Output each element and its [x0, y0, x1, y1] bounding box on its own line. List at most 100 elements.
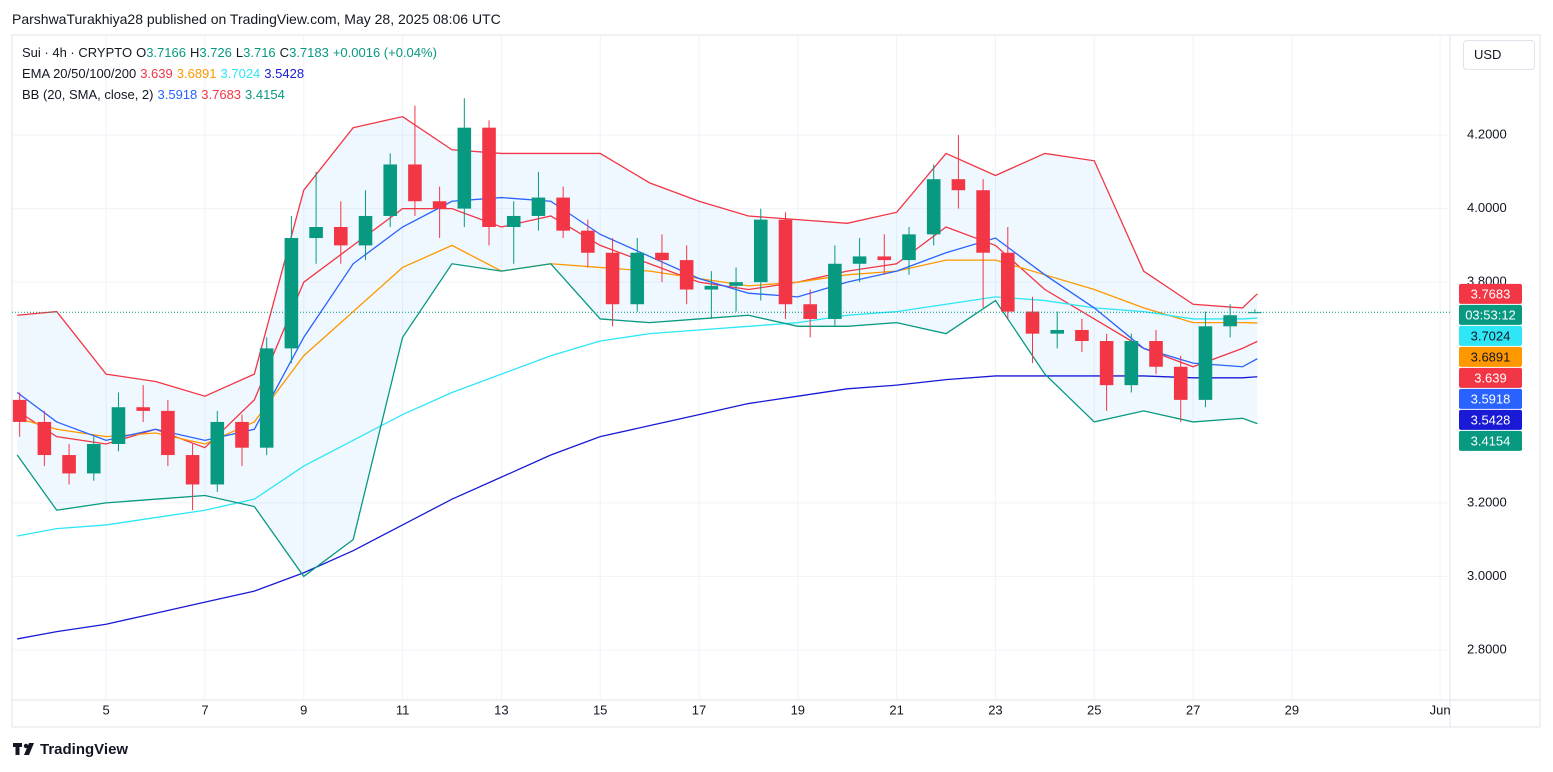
candle-body: [1001, 252, 1015, 312]
price-label-box: [1459, 409, 1522, 430]
indicator-value: 3.7683: [201, 87, 242, 102]
published-note: ParshwaTurakhiya28 published on TradingV…: [12, 11, 501, 27]
x-tick-label: 7: [201, 702, 208, 717]
tv-logo: [13, 743, 34, 755]
price-label-box: [1459, 388, 1522, 409]
indicator-line: [16, 263, 1258, 578]
y-tick-label: 2.8000: [1467, 641, 1507, 656]
candle-body: [235, 421, 249, 448]
candle-body: [1075, 329, 1089, 342]
x-tick-label: 9: [300, 702, 307, 717]
candle-body: [852, 256, 867, 264]
x-tick-label: 11: [396, 702, 410, 717]
candle-body: [161, 410, 175, 456]
candle-body: [482, 127, 496, 227]
ohlc-value: 3.7166: [146, 45, 186, 60]
indicator-line: [17, 296, 1258, 537]
bb-fill: [17, 116, 1258, 577]
price-label: 3.5428: [1471, 412, 1511, 427]
candle-body: [926, 179, 941, 235]
indicator-line: [17, 115, 1258, 397]
candle-body: [531, 197, 546, 216]
candle-body: [778, 219, 793, 305]
x-tick-label: 25: [1087, 702, 1101, 717]
candle-body: [408, 164, 422, 202]
candle-body: [1099, 341, 1114, 386]
y-tick-label: 3.2000: [1467, 494, 1507, 509]
change: +0.0016 (+0.04%): [332, 45, 437, 60]
ohlc-label: L: [235, 45, 244, 60]
indicator-name: BB (20, SMA, close, 2): [22, 87, 154, 102]
indicator-value: 3.6891: [176, 66, 217, 81]
indicator-value: 3.5918: [157, 87, 198, 102]
candle-body: [951, 179, 966, 191]
x-tick-label: 13: [494, 702, 508, 717]
candle-body: [729, 282, 743, 286]
x-tick-label: 19: [791, 702, 805, 717]
candle-body: [284, 238, 299, 349]
candle-body: [556, 197, 570, 231]
candle-body: [62, 455, 76, 474]
candle-body: [581, 230, 595, 253]
y-tick-label: 3.0000: [1467, 568, 1507, 583]
candle-body: [334, 226, 348, 246]
x-tick-label: 23: [988, 702, 1002, 717]
candle-body: [704, 285, 719, 290]
candle-body: [432, 201, 447, 209]
price-label-box: [1459, 283, 1522, 304]
x-tick-label: Jun: [1430, 702, 1451, 717]
ohlc-value: 3.726: [199, 45, 232, 60]
symbol: Sui · 4h · CRYPTO: [22, 45, 133, 60]
candle-body: [1149, 341, 1163, 367]
indicator-value: 3.4154: [245, 87, 285, 102]
candle-body: [1050, 329, 1065, 334]
candle-body: [185, 455, 200, 485]
x-tick-label: 21: [889, 702, 903, 717]
candle-body: [976, 190, 990, 253]
price-label-box: [1459, 430, 1522, 451]
candle-body: [753, 219, 768, 283]
candle-body: [630, 252, 645, 305]
candle-body: [803, 304, 817, 319]
frame: [11, 34, 1541, 728]
indicator-name: EMA 20/50/100/200: [22, 66, 137, 81]
brand: TradingView: [40, 741, 129, 758]
candle-body: [1124, 341, 1139, 386]
price-label: 3.7024: [1471, 328, 1511, 343]
candle-body: [457, 127, 472, 209]
ohlc-label: H: [189, 45, 200, 60]
candle-body: [605, 252, 620, 305]
indicator-value: 3.639: [140, 66, 173, 81]
y-tick-label: 4.2000: [1467, 126, 1507, 141]
candle-body: [12, 399, 27, 422]
candle-body: [1198, 326, 1213, 400]
candle-body: [136, 407, 150, 411]
price-label: 3.4154: [1471, 433, 1511, 448]
candle-body: [1173, 366, 1188, 400]
candle-body: [37, 421, 52, 456]
price-label-box: [1459, 346, 1522, 367]
candle-body: [679, 260, 694, 290]
candle-body: [902, 234, 916, 261]
price-label: 3.5918: [1471, 391, 1511, 406]
price-label-box: [1459, 367, 1522, 388]
x-tick-label: 15: [593, 702, 607, 717]
price-label: 3.639: [1474, 370, 1507, 385]
currency-button[interactable]: USD: [1463, 40, 1535, 70]
ohlc-value: 3.7183: [289, 45, 329, 60]
candle-body: [358, 215, 373, 246]
x-tick-label: 5: [103, 702, 110, 717]
candle-body: [655, 252, 669, 261]
ohlc-value: 3.716: [243, 45, 276, 60]
candle-body: [828, 263, 842, 319]
ema-legend: EMA 20/50/100/200 3.639 3.6891 3.7024 3.5428: [22, 66, 308, 81]
y-tick-label: 4.0000: [1467, 200, 1507, 215]
x-tick-label: 27: [1186, 702, 1200, 717]
candle-body: [1025, 311, 1040, 334]
bb-legend: BB (20, SMA, close, 2) 3.5918 3.7683 3.4154: [22, 87, 289, 102]
price-label: 3.6891: [1471, 349, 1511, 364]
price-label-box: [1459, 304, 1522, 325]
indicator-line: [17, 375, 1258, 640]
